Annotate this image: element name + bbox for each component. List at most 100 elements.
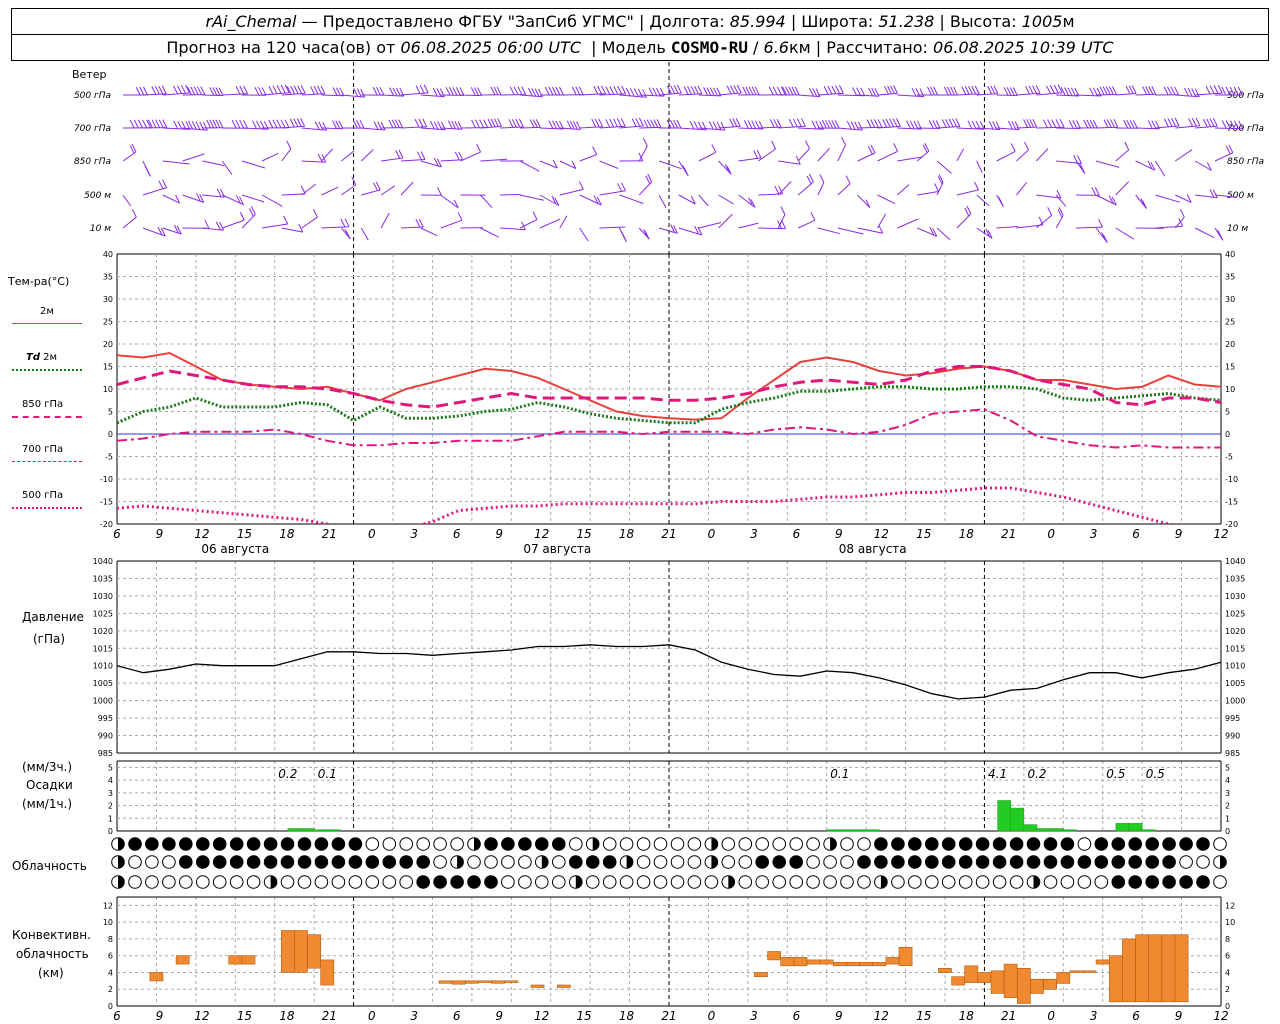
wind-barb-feather — [458, 151, 464, 161]
wind-barb-feather — [782, 86, 788, 96]
wind-barb — [420, 227, 438, 237]
wind-barb-feather — [212, 87, 218, 96]
wind-barb-feather — [601, 85, 606, 95]
wind-barb-feather — [1187, 87, 1193, 97]
cloud-symbol — [653, 875, 668, 889]
wind-barb-feather — [930, 86, 935, 96]
wind-barb-staff — [758, 148, 776, 162]
wind-barb-feather — [745, 86, 751, 96]
wind-barb — [1115, 119, 1138, 129]
cloud-symbol-half — [474, 837, 481, 851]
wind-barb — [1095, 86, 1117, 96]
wind-barb-feather — [643, 229, 649, 238]
cloud-symbol — [941, 875, 956, 889]
wind-barb-feather — [1070, 87, 1076, 97]
cloud-symbol — [569, 837, 583, 851]
hour-label-top: 9 — [1175, 527, 1183, 541]
wind-barb-feather — [293, 85, 299, 95]
wind-barb-staff — [837, 183, 851, 196]
wind-barb — [638, 227, 650, 240]
model-res: 6.6 — [763, 38, 789, 57]
wind-barb-feather — [1047, 207, 1053, 216]
cloud-symbol — [1196, 875, 1210, 889]
temp-tick-right: 0 — [1225, 430, 1230, 439]
wind-barb-feather — [971, 120, 977, 130]
wind-barb-feather — [175, 194, 181, 204]
cloud-symbol — [331, 875, 346, 889]
cloud-symbol — [229, 875, 244, 889]
hour-label-top: 9 — [835, 527, 843, 541]
wind-barb — [301, 121, 328, 131]
wind-barb-feather — [429, 120, 435, 130]
convective-bar — [1161, 934, 1176, 1003]
wind-barb-feather — [1225, 86, 1231, 96]
wind-barb-feather — [772, 86, 778, 96]
wind-barb-feather — [694, 85, 699, 95]
wind-barb-feather — [1058, 207, 1064, 216]
cloud-symbol — [552, 855, 566, 869]
wind-barb-feather — [884, 85, 889, 95]
wind-barb-feather — [1025, 85, 1030, 95]
wind-barb-staff — [519, 219, 538, 229]
cloud-symbol — [1213, 837, 1227, 851]
wind-barb-feather — [216, 188, 222, 198]
wind-barb — [122, 208, 137, 229]
cloud-symbol — [348, 875, 363, 889]
convective-tick-left: 8 — [108, 935, 113, 944]
wind-barb-feather — [625, 87, 631, 97]
wind-barb — [460, 87, 483, 97]
temp-tick-left: 0 — [108, 430, 113, 439]
wind-barb — [380, 185, 396, 196]
wind-barb — [956, 181, 979, 196]
wind-barb-feather — [379, 86, 385, 96]
wind-barb-feather — [730, 85, 735, 94]
cloud-symbol — [975, 855, 990, 869]
wind-barb-feather — [720, 121, 726, 131]
convective-bar — [241, 955, 256, 965]
wind-barb — [857, 119, 883, 129]
wind-level-right: 500 м — [1227, 191, 1254, 201]
cloud-symbol — [450, 875, 464, 889]
wind-barb-feather — [1209, 189, 1215, 198]
wind-barb-staff — [1035, 215, 1053, 229]
hour-label-top: 3 — [410, 527, 418, 541]
wind-barb-staff — [599, 160, 619, 169]
wind-barb-feather — [1142, 86, 1148, 95]
wind-barb-feather — [953, 86, 958, 96]
wind-barb — [1155, 194, 1181, 203]
convective-bar — [780, 957, 795, 967]
wind-barb-feather — [392, 87, 398, 97]
wind-barb-staff — [1174, 216, 1185, 229]
cloud-symbol — [297, 855, 312, 869]
legend-t850-label: 850 гПа — [22, 399, 64, 410]
wind-barb-feather — [1032, 85, 1038, 94]
cloud-symbol — [1026, 855, 1041, 869]
wind-barb-feather — [555, 120, 561, 130]
cloud-symbol — [992, 837, 1007, 851]
wind-barb-feather — [177, 85, 182, 94]
wind-barb — [837, 120, 863, 131]
wind-barb-staff — [599, 190, 626, 196]
wind-barb-feather — [204, 219, 210, 229]
wind-barb-staff — [777, 181, 792, 196]
cloud-symbol — [755, 875, 770, 889]
cloud-symbol — [653, 837, 668, 851]
wind-barb-feather — [151, 119, 157, 129]
convective-bar — [846, 962, 860, 967]
precip-bar — [1141, 829, 1156, 832]
wind-barb — [976, 160, 983, 173]
wind-barb-staff — [817, 182, 825, 196]
convective-bar — [464, 980, 479, 984]
legend-t500-line — [12, 507, 82, 509]
wind-barb-staff — [122, 194, 132, 207]
wind-barb-feather — [318, 121, 324, 131]
wind-barb-feather — [631, 118, 637, 127]
wind-barb-feather — [808, 87, 814, 97]
wind-barb-feather — [605, 119, 611, 128]
wind-barb-feather — [871, 87, 877, 97]
wind-barb-feather — [1092, 119, 1098, 129]
precip-tick-left: 5 — [108, 763, 113, 772]
wind-barb-feather — [344, 229, 350, 238]
wind-barb-feather — [1170, 86, 1176, 96]
wind-barb — [420, 187, 442, 196]
